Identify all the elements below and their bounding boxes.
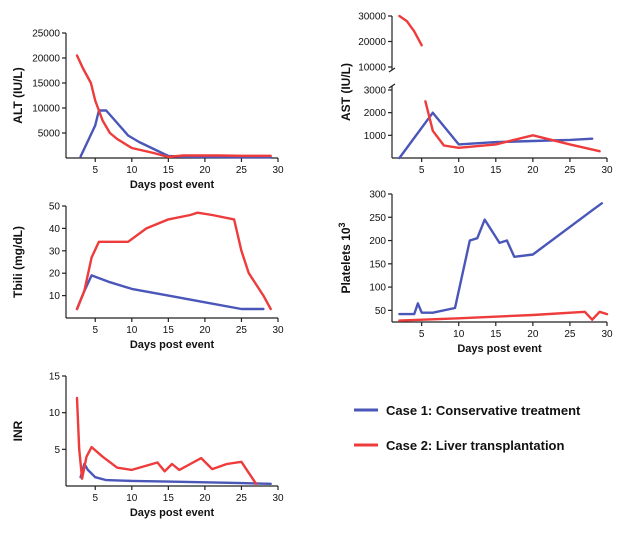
alt-series-case2	[75, 54, 272, 159]
tbili-x-tick-label: 5	[92, 325, 98, 336]
inr-x-tick-label: 10	[126, 493, 138, 504]
tbili-x-tick-label: 15	[163, 325, 175, 336]
platelets-x-tick-label: 5	[419, 329, 425, 340]
alt-y-axis-label: ALT (IU/L)	[11, 67, 25, 123]
alt-x-tick-label: 10	[126, 165, 138, 176]
platelets-x-tick-label: 10	[453, 329, 465, 340]
ast-y-axis-label-text: AST (IU/L)	[339, 63, 353, 121]
alt-y-axis-label-text: ALT (IU/L)	[11, 67, 25, 123]
ast-series-case2-lower	[424, 100, 601, 153]
inr-y-tick-label: 5	[54, 445, 60, 456]
platelets-series-case1	[398, 202, 603, 316]
platelets-x-tick-label: 15	[490, 329, 502, 340]
tbili-y-axis-label-text: Tbili (mg/dL)	[11, 226, 25, 298]
platelets-x-tick-label: 30	[601, 329, 613, 340]
alt-x-tick-label: 25	[236, 165, 248, 176]
alt-chart: 5 10 15 20 25 30 5000 10000 15000 20000 25000 Days …	[11, 29, 284, 192]
inr-y-axis-label: INR	[11, 420, 25, 441]
inr-series-case2	[75, 396, 258, 485]
inr-y-tick-label: 15	[49, 372, 61, 383]
inr-x-tick-label: 20	[199, 493, 211, 504]
platelets-y-tick-label: 150	[369, 259, 386, 270]
platelets-y-tick-label: 200	[369, 236, 386, 247]
platelets-y-tick-label: 100	[369, 283, 386, 294]
ast-series-case1	[398, 111, 594, 160]
inr-y-axis-label-text: INR	[11, 420, 25, 441]
inr-x-tick-label: 5	[92, 493, 98, 504]
tbili-x-tick-label: 10	[126, 325, 138, 336]
inr-series-case1	[79, 462, 272, 485]
alt-x-axis-label: Days post event	[130, 179, 215, 191]
legend-label-case1: Case 1: Conservative treatment	[386, 403, 581, 418]
platelets-y-tick-label: 250	[369, 213, 386, 224]
platelets-x-axis-label: Days post event	[457, 343, 542, 355]
ast-y-tick-label: 1000	[364, 131, 387, 142]
alt-y-tick-label: 20000	[32, 54, 60, 65]
alt-y-tick-label: 5000	[38, 129, 61, 140]
ast-x-tick-label: 20	[527, 165, 539, 176]
inr-y-tick-label: 10	[49, 408, 61, 419]
alt-y-tick-label: 10000	[32, 104, 60, 115]
ast-axis-break-mark	[388, 83, 396, 89]
ast-y-tick-label: 3000	[364, 86, 387, 97]
ast-series-case2-upper	[398, 14, 423, 47]
tbili-y-tick-label: 40	[49, 224, 61, 235]
platelets-y-axis-label-text: Platelets 10	[339, 227, 353, 293]
platelets-y-axis-label: Platelets 103	[337, 222, 353, 293]
inr-x-tick-label: 15	[163, 493, 175, 504]
platelets-x-tick-label: 20	[527, 329, 539, 340]
ast-axis-break-mark	[388, 67, 396, 73]
ast-x-tick-label: 5	[419, 165, 425, 176]
tbili-series-case1	[75, 274, 265, 311]
tbili-x-tick-label: 20	[199, 325, 211, 336]
alt-x-tick-label: 5	[92, 165, 98, 176]
inr-chart: 5 10 15 20 25 30 5 10 15 Days post event INR	[11, 372, 284, 520]
inr-x-tick-label: 30	[272, 493, 284, 504]
platelets-x-tick-label: 25	[564, 329, 576, 340]
inr-x-axis-label: Days post event	[130, 507, 215, 519]
alt-y-tick-label: 15000	[32, 79, 60, 90]
ast-x-tick-label: 15	[490, 165, 502, 176]
alt-y-tick-label: 25000	[32, 29, 60, 40]
ast-y-tick-label: 10000	[358, 63, 386, 74]
alt-x-tick-label: 15	[163, 165, 175, 176]
ast-y-tick-label: 30000	[358, 12, 386, 23]
tbili-x-tick-label: 25	[236, 325, 248, 336]
tbili-x-axis-label: Days post event	[130, 339, 215, 351]
ast-x-tick-label: 10	[453, 165, 465, 176]
platelets-y-tick-label: 300	[369, 190, 386, 201]
tbili-y-tick-label: 30	[49, 246, 61, 257]
ast-y-axis-label: AST (IU/L)	[339, 63, 353, 121]
ast-y-tick-label: 20000	[358, 37, 386, 48]
ast-x-tick-label: 30	[601, 165, 613, 176]
tbili-y-tick-label: 50	[49, 202, 61, 213]
ast-chart: 5 10 15 20 25 30 10000 20000 30000 1000 2000 3000 AS…	[339, 12, 613, 177]
alt-x-tick-label: 30	[272, 165, 284, 176]
platelets-y-axis-label-superscript: 3	[337, 222, 347, 227]
legend-label-case2: Case 2: Liver transplantation	[386, 438, 564, 453]
platelets-series-case2	[398, 310, 609, 322]
ast-y-tick-label: 2000	[364, 108, 387, 119]
alt-x-tick-label: 20	[199, 165, 211, 176]
inr-x-tick-label: 25	[236, 493, 248, 504]
tbili-series-case2	[75, 211, 272, 311]
ast-x-tick-label: 25	[564, 165, 576, 176]
tbili-y-axis-label: Tbili (mg/dL)	[11, 226, 25, 298]
legend: Case 1: Conservative treatment Case 2: L…	[354, 403, 581, 453]
platelets-chart: 5 10 15 20 25 30 50 100 150 200 250 300 Days post ev…	[337, 190, 613, 356]
tbili-y-tick-label: 10	[49, 291, 61, 302]
tbili-y-tick-label: 20	[49, 269, 61, 280]
tbili-x-tick-label: 30	[272, 325, 284, 336]
platelets-y-tick-label: 50	[375, 306, 387, 317]
tbili-chart: 5 10 15 20 25 30 10 20 30 40 50 Days post event Tbil…	[11, 202, 284, 352]
